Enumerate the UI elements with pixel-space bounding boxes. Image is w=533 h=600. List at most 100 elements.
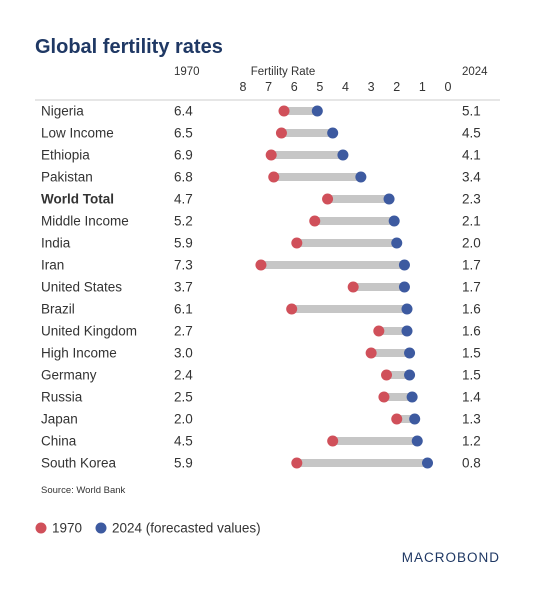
dot-1970 [322, 193, 334, 205]
chart-row: United Kingdom 2.7 1.6 [41, 324, 481, 339]
dot-1970 [309, 215, 321, 227]
dot-2024 [355, 171, 367, 183]
value-2024: 1.5 [462, 346, 481, 361]
chart-rows: Nigeria 6.4 5.1 Low Income 6.5 4.5 Ethiopia 6.9… [41, 104, 481, 471]
dot-1970 [391, 413, 403, 425]
value-2024: 0.8 [462, 456, 481, 471]
x-tick-label: 1 [419, 80, 426, 94]
value-2024: 1.6 [462, 302, 481, 317]
row-label: United Kingdom [41, 324, 137, 339]
chart-row: Nigeria 6.4 5.1 [41, 104, 481, 119]
value-1970: 7.3 [174, 258, 193, 273]
dot-2024 [383, 193, 395, 205]
chart-row: Low Income 6.5 4.5 [41, 126, 481, 141]
row-label: Low Income [41, 126, 114, 141]
dot-2024 [337, 149, 349, 161]
value-1970: 2.5 [174, 390, 193, 405]
chart-row: High Income 3.0 1.5 [41, 346, 481, 361]
chart-row: Brazil 6.1 1.6 [41, 302, 481, 317]
dot-1970 [255, 259, 267, 271]
x-tick-label: 8 [240, 80, 247, 94]
row-label: United States [41, 280, 122, 295]
value-2024: 5.1 [462, 104, 481, 119]
row-label: Pakistan [41, 170, 93, 185]
value-2024: 2.3 [462, 192, 481, 207]
row-label: Iran [41, 258, 64, 273]
chart-row: United States 3.7 1.7 [41, 280, 481, 295]
dot-1970 [381, 369, 392, 381]
row-label: Japan [41, 412, 78, 427]
value-2024: 1.7 [462, 258, 481, 273]
value-2024: 1.2 [462, 434, 481, 449]
legend: 1970 2024 (forecasted values) [35, 521, 261, 536]
chart-title: Global fertility rates [35, 36, 223, 58]
chart-row: Pakistan 6.8 3.4 [41, 170, 481, 185]
value-2024: 2.1 [462, 214, 481, 229]
dot-1970 [291, 457, 303, 469]
dot-1970 [365, 347, 377, 359]
legend-marker [95, 522, 107, 534]
row-label: Brazil [41, 302, 75, 317]
x-tick-label: 2 [393, 80, 400, 94]
dot-2024 [404, 369, 416, 381]
value-2024: 4.1 [462, 148, 481, 163]
x-axis-label: Fertility Rate [251, 66, 316, 78]
chart-row: Germany 2.4 1.5 [41, 368, 481, 383]
dot-1970 [327, 435, 339, 447]
source-note: Source: World Bank [41, 485, 126, 496]
row-label: Nigeria [41, 104, 84, 119]
row-label: Middle Income [41, 214, 129, 229]
value-2024: 4.5 [462, 126, 481, 141]
column-header-2024: 2024 [462, 66, 488, 78]
chart-row: India 5.9 2.0 [41, 236, 481, 251]
dot-2024 [404, 347, 416, 359]
row-label: High Income [41, 346, 117, 361]
dot-2024 [327, 127, 339, 139]
value-2024: 2.0 [462, 236, 481, 251]
value-1970: 6.8 [174, 170, 193, 185]
chart-row: Ethiopia 6.9 4.1 [41, 148, 481, 163]
x-tick-label: 3 [368, 80, 375, 94]
dot-1970 [268, 171, 280, 183]
value-2024: 1.3 [462, 412, 481, 427]
value-2024: 3.4 [462, 170, 481, 185]
dot-1970 [378, 391, 390, 403]
chart-row: Iran 7.3 1.7 [41, 258, 481, 273]
dot-2024 [422, 457, 433, 469]
value-1970: 2.7 [174, 324, 193, 339]
dot-1970 [286, 303, 298, 315]
dot-2024 [401, 325, 413, 337]
dot-1970 [291, 237, 303, 249]
value-1970: 4.5 [174, 434, 193, 449]
macrobond-logo: MACROBOND [402, 550, 500, 565]
value-2024: 1.4 [462, 390, 481, 405]
value-2024: 1.6 [462, 324, 481, 339]
dot-1970 [275, 127, 287, 139]
chart-row: Japan 2.0 1.3 [41, 412, 481, 427]
dot-2024 [311, 105, 323, 117]
row-label: Germany [41, 368, 97, 383]
value-1970: 2.4 [174, 368, 193, 383]
row-label: Russia [41, 390, 83, 405]
value-1970: 6.4 [174, 104, 193, 119]
value-1970: 5.2 [174, 214, 193, 229]
legend-label: 1970 [52, 521, 82, 536]
value-1970: 3.0 [174, 346, 193, 361]
dot-2024 [398, 281, 410, 293]
x-tick-label: 7 [265, 80, 272, 94]
row-label: South Korea [41, 456, 117, 471]
dot-1970 [347, 281, 359, 293]
value-1970: 6.9 [174, 148, 193, 163]
dot-2024 [391, 237, 403, 249]
value-2024: 1.5 [462, 368, 481, 383]
dot-2024 [409, 413, 421, 425]
row-label: World Total [41, 192, 114, 207]
x-tick-label: 6 [291, 80, 298, 94]
value-1970: 6.5 [174, 126, 193, 141]
x-tick-label: 0 [445, 80, 452, 94]
dot-1970 [278, 105, 290, 117]
value-1970: 2.0 [174, 412, 193, 427]
chart-row: World Total 4.7 2.3 [41, 192, 481, 207]
chart-row: South Korea 5.9 0.8 [41, 456, 481, 471]
